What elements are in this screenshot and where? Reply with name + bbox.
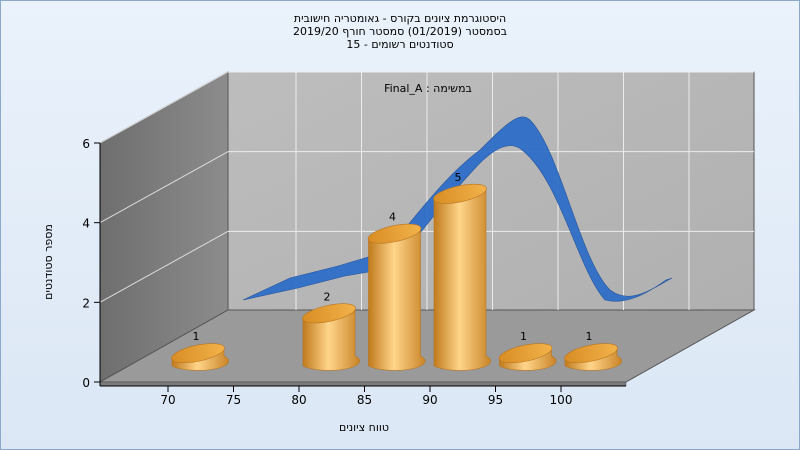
x-tick-label: 95 — [488, 393, 503, 407]
y-axis-title: מספר סטודנטים — [42, 224, 55, 300]
bar-70 — [171, 343, 229, 371]
bar-value-label: 4 — [389, 211, 396, 224]
chart-title-line-2: בסמסטר (01/2019) סמסטר חורף 2019/20 — [293, 25, 507, 38]
bar-value-label: 1 — [520, 330, 527, 343]
chart-title-line-3: סטודנטים רשומים - 15 — [346, 38, 454, 51]
bar-95 — [498, 343, 557, 371]
bar-top — [564, 343, 618, 364]
bar-top — [302, 303, 356, 324]
x-tick-label: 70 — [160, 393, 175, 407]
x-tick-label: 80 — [291, 393, 306, 407]
y-tick-label: 2 — [82, 296, 90, 310]
y-grid-line-side — [99, 71, 229, 144]
curve-ribbon — [242, 116, 673, 302]
bar-top — [367, 223, 422, 244]
bar-90 — [433, 183, 491, 371]
x-tick-label: 85 — [357, 393, 372, 407]
bar-top — [433, 183, 487, 204]
bar-top — [171, 343, 225, 364]
bar-value-label: 2 — [324, 290, 331, 303]
y-grid-line-side — [99, 230, 229, 303]
bar-body — [302, 307, 360, 371]
bar-85 — [367, 223, 426, 371]
y-grid-line-side — [99, 151, 229, 224]
bar-body — [433, 188, 491, 371]
bar-value-label: 5 — [455, 171, 462, 184]
bar-top — [498, 343, 553, 364]
bar-value-label: 1 — [586, 330, 593, 343]
bar-body — [368, 228, 426, 371]
x-tick-label: 75 — [226, 393, 241, 407]
bar-100 — [564, 343, 622, 371]
x-tick-label: 100 — [550, 393, 573, 407]
bar-value-label: 1 — [193, 330, 200, 343]
y-tick-label: 6 — [82, 137, 90, 151]
x-axis-title: טווח ציונים — [339, 421, 389, 434]
x-tick-label: 90 — [422, 393, 437, 407]
chart-title-line-1: היסטוגרמת ציונים בקורס - גאומטריה חישובי… — [293, 12, 507, 25]
chart-subtitle: במשימה : Final_A — [384, 82, 472, 95]
floor-front-edge — [99, 381, 627, 387]
bar-80 — [302, 303, 360, 371]
y-tick-label: 0 — [82, 376, 90, 390]
y-tick-label: 4 — [82, 217, 90, 231]
